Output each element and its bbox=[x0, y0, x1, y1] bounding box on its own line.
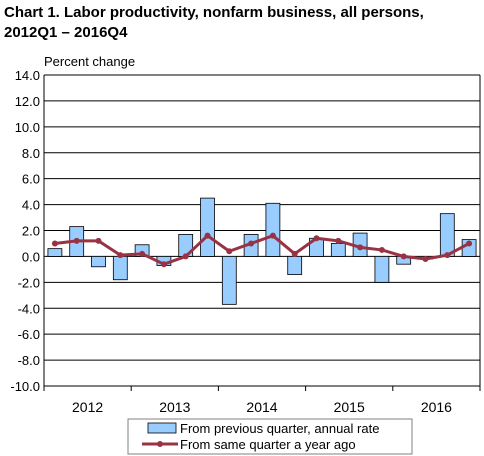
x-year-label-2016: 2016 bbox=[421, 399, 452, 415]
point-2014Q2 bbox=[248, 240, 255, 247]
year-ago-line bbox=[54, 234, 470, 266]
x-year-label-2014: 2014 bbox=[246, 399, 277, 415]
point-2015Q1 bbox=[313, 235, 320, 242]
point-2014Q4 bbox=[291, 250, 298, 257]
point-2013Q2 bbox=[160, 261, 167, 268]
grid-lines bbox=[44, 74, 480, 387]
bar-2014Q4 bbox=[287, 256, 303, 275]
point-2015Q2 bbox=[335, 237, 342, 244]
point-2015Q4 bbox=[378, 246, 385, 253]
bar-2014Q3 bbox=[265, 202, 281, 257]
x-year-labels: 2012 2013 2014 2015 2016 bbox=[72, 399, 452, 415]
point-2012Q1 bbox=[51, 240, 58, 247]
y-tick-label: -6.0 bbox=[18, 327, 40, 342]
x-year-label-2015: 2015 bbox=[334, 399, 365, 415]
legend-line-marker bbox=[157, 441, 163, 447]
y-tick-label: 10.0 bbox=[15, 120, 40, 135]
y-tick-label: 4.0 bbox=[22, 198, 40, 213]
point-2014Q1 bbox=[226, 248, 233, 255]
point-2013Q1 bbox=[139, 250, 146, 257]
y-tick-label: -8.0 bbox=[18, 353, 40, 368]
x-year-label-2012: 2012 bbox=[72, 399, 103, 415]
bar-2015Q2 bbox=[330, 243, 346, 257]
bar-2012Q3 bbox=[91, 256, 106, 268]
y-axis-label: Percent change bbox=[44, 54, 135, 69]
point-2012Q2 bbox=[73, 237, 80, 244]
x-year-label-2013: 2013 bbox=[159, 399, 190, 415]
point-2016Q4 bbox=[466, 240, 473, 247]
axes bbox=[43, 75, 481, 391]
y-tick-label: -2.0 bbox=[18, 275, 40, 290]
y-tick-label: 12.0 bbox=[15, 94, 40, 109]
bar-2015Q4 bbox=[374, 256, 390, 283]
bar-2012Q1 bbox=[47, 248, 63, 257]
bar-2016Q3 bbox=[439, 213, 455, 257]
y-tick-label: 0.0 bbox=[22, 249, 40, 264]
legend-bar-swatch bbox=[147, 422, 177, 434]
point-2016Q2 bbox=[422, 256, 429, 263]
y-tick-label: 14.0 bbox=[15, 68, 40, 83]
y-tick-label: -4.0 bbox=[18, 301, 40, 316]
y-tick-label: -10.0 bbox=[10, 379, 40, 394]
point-2016Q3 bbox=[444, 252, 451, 259]
line-series bbox=[51, 232, 473, 268]
point-2014Q3 bbox=[269, 232, 276, 239]
point-2016Q1 bbox=[400, 253, 407, 260]
point-2015Q3 bbox=[357, 244, 364, 251]
y-tick-label: 8.0 bbox=[22, 146, 40, 161]
point-2013Q3 bbox=[182, 253, 189, 260]
chart-title-line-2: 2012Q1 – 2016Q4 bbox=[4, 24, 128, 41]
bar-2014Q1 bbox=[221, 256, 237, 305]
chart-title: Chart 1. Labor productivity, nonfarm bus… bbox=[4, 3, 480, 43]
point-2012Q4 bbox=[117, 252, 124, 259]
bar-2012Q4 bbox=[112, 256, 128, 281]
legend: From previous quarter, annual rate From … bbox=[127, 418, 413, 455]
y-tick-labels: 14.0 12.0 10.0 8.0 6.0 4.0 2.0 0.0 -2.0 -4.0 -6.0 -… bbox=[10, 68, 40, 394]
chart-title-line-1: Chart 1. Labor productivity, nonfarm bus… bbox=[4, 4, 424, 21]
y-tick-label: 2.0 bbox=[22, 224, 40, 239]
bar-2013Q4 bbox=[200, 197, 215, 257]
legend-line-label: From same quarter a year ago bbox=[180, 437, 356, 452]
point-2012Q3 bbox=[95, 237, 102, 244]
y-tick-label: 6.0 bbox=[22, 172, 40, 187]
point-2013Q4 bbox=[204, 232, 211, 239]
legend-bar-label: From previous quarter, annual rate bbox=[180, 421, 379, 436]
